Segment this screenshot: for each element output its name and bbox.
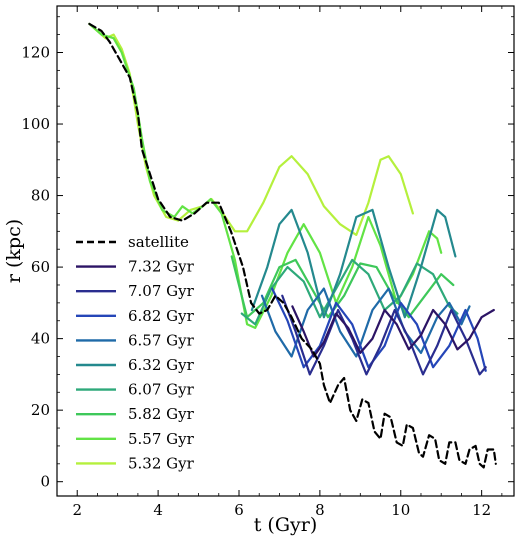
y-tick-label: 100	[21, 115, 50, 133]
x-tick-label: 8	[315, 501, 325, 519]
x-tick-label: 12	[472, 501, 491, 519]
legend-label: 6.07 Gyr	[128, 381, 195, 399]
legend-label: satellite	[128, 233, 189, 251]
y-tick-label: 80	[31, 187, 50, 205]
legend-label: 6.32 Gyr	[128, 356, 195, 374]
series-line-6.32-gyr	[250, 208, 457, 319]
y-axis-label: r (kpc)	[3, 219, 25, 283]
x-tick-label: 4	[153, 501, 163, 519]
legend-label: 7.32 Gyr	[128, 258, 195, 276]
x-tick-label: 10	[391, 501, 410, 519]
legend-label: 5.32 Gyr	[128, 454, 195, 472]
axes-frame	[56, 5, 515, 497]
series-line-6.57-gyr	[260, 287, 471, 358]
series-line-5.32-gyr	[88, 22, 414, 236]
legend-label: 6.82 Gyr	[128, 307, 195, 325]
y-tick-label: 0	[40, 473, 50, 491]
legend-label: 5.57 Gyr	[128, 430, 195, 448]
series-line-7.32-gyr	[291, 305, 495, 358]
series-line-5.82-gyr	[230, 255, 455, 319]
series-layer	[88, 22, 497, 469]
x-axis-label: t (Gyr)	[254, 514, 318, 536]
legend-label: 7.07 Gyr	[128, 282, 195, 300]
y-tick-label: 40	[31, 330, 50, 348]
y-tick-label: 20	[31, 401, 50, 419]
legend-label: 5.82 Gyr	[128, 405, 195, 423]
series-line-6.07-gyr	[240, 258, 459, 326]
legend-label: 6.57 Gyr	[128, 331, 195, 349]
y-tick-label: 60	[31, 258, 50, 276]
series-line-satellite	[88, 22, 497, 469]
legend: satellite 7.32 Gyr 7.07 Gyr 6.82 Gyr 6.57 Gy…	[76, 233, 195, 472]
y-tick-label: 120	[21, 43, 50, 61]
series-line-7.07-gyr	[281, 294, 487, 376]
x-tick-label: 6	[234, 501, 244, 519]
x-tick-label: 2	[72, 501, 82, 519]
series-line-6.82-gyr	[271, 287, 487, 372]
